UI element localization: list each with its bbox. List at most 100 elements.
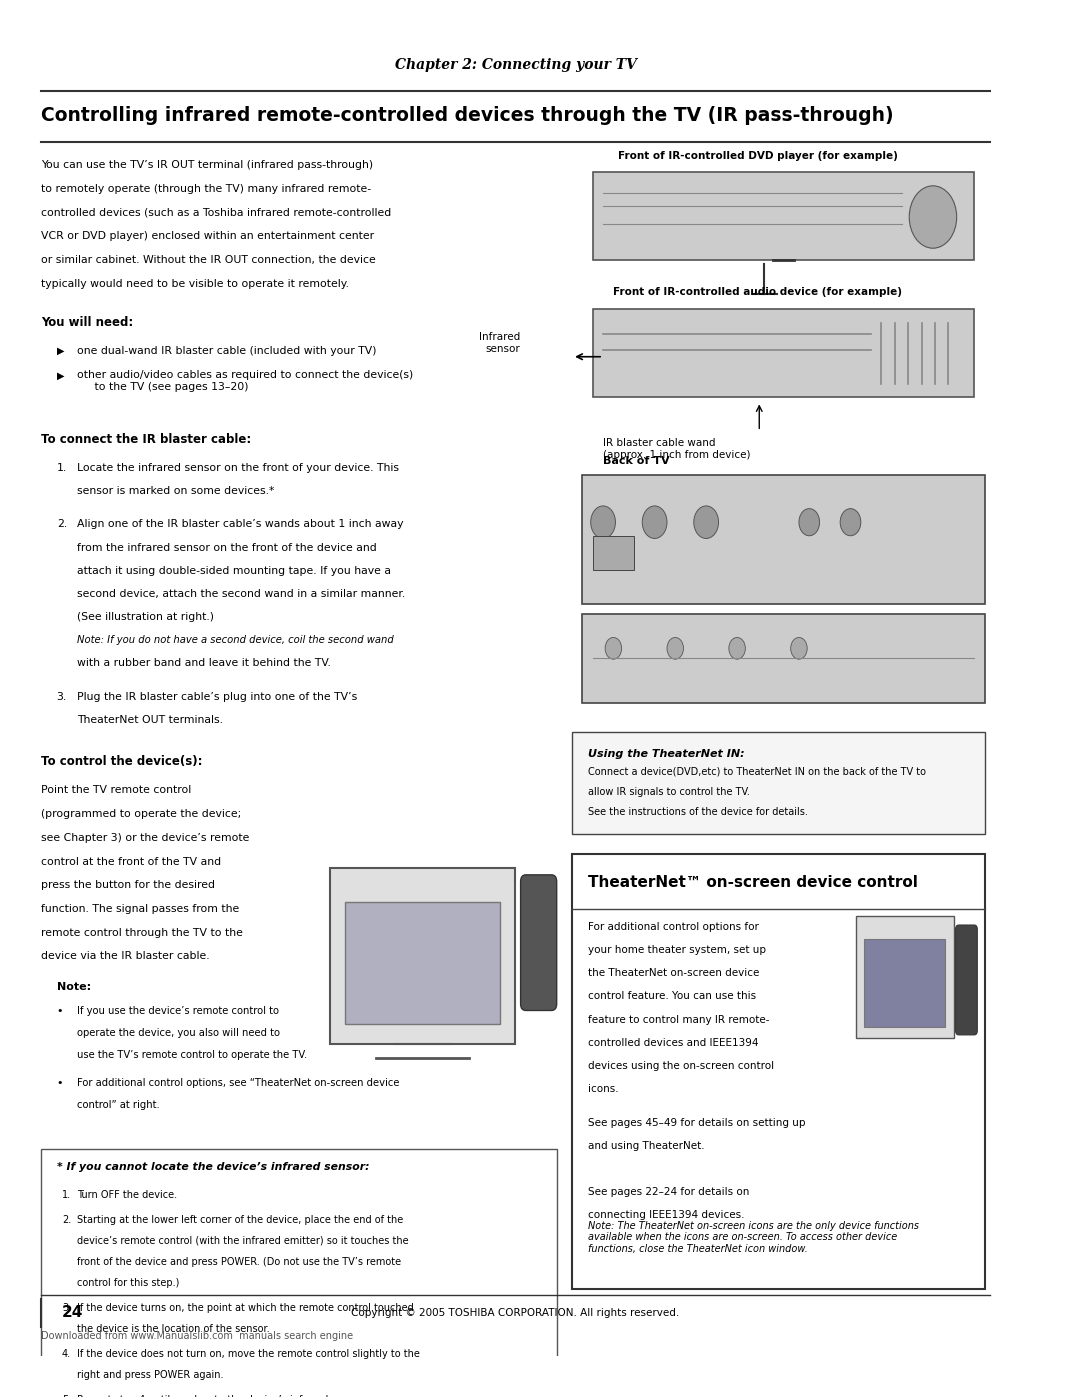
Text: See the instructions of the device for details.: See the instructions of the device for d… bbox=[588, 807, 808, 817]
Text: Starting at the lower left corner of the device, place the end of the: Starting at the lower left corner of the… bbox=[78, 1214, 404, 1225]
FancyBboxPatch shape bbox=[521, 875, 556, 1010]
Text: 3.: 3. bbox=[62, 1303, 71, 1313]
FancyBboxPatch shape bbox=[329, 868, 515, 1045]
Text: For additional control options for: For additional control options for bbox=[588, 922, 758, 932]
Text: or similar cabinet. Without the IR OUT connection, the device: or similar cabinet. Without the IR OUT c… bbox=[41, 256, 376, 265]
Text: one dual-wand IR blaster cable (included with your TV): one dual-wand IR blaster cable (included… bbox=[78, 346, 377, 356]
Text: icons.: icons. bbox=[588, 1084, 618, 1094]
Text: Point the TV remote control: Point the TV remote control bbox=[41, 785, 191, 795]
Text: devices using the on-screen control: devices using the on-screen control bbox=[588, 1060, 773, 1070]
Text: from the infrared sensor on the front of the device and: from the infrared sensor on the front of… bbox=[78, 542, 377, 553]
Text: IR blaster cable wand
(approx. 1 inch from device): IR blaster cable wand (approx. 1 inch fr… bbox=[603, 439, 751, 460]
Text: control” at right.: control” at right. bbox=[78, 1099, 160, 1111]
Text: and using TheaterNet.: and using TheaterNet. bbox=[588, 1141, 704, 1151]
Text: control feature. You can use this: control feature. You can use this bbox=[588, 992, 756, 1002]
Text: Note: If you do not have a second device, coil the second wand: Note: If you do not have a second device… bbox=[78, 634, 394, 645]
Text: see Chapter 3) or the device’s remote: see Chapter 3) or the device’s remote bbox=[41, 833, 249, 842]
Text: operate the device, you also will need to: operate the device, you also will need t… bbox=[78, 1028, 281, 1038]
Text: TheaterNet OUT terminals.: TheaterNet OUT terminals. bbox=[78, 715, 224, 725]
Text: To control the device(s):: To control the device(s): bbox=[41, 756, 203, 768]
Text: allow IR signals to control the TV.: allow IR signals to control the TV. bbox=[588, 787, 750, 796]
Text: Turn OFF the device.: Turn OFF the device. bbox=[78, 1189, 177, 1200]
Text: For additional control options, see “TheaterNet on-screen device: For additional control options, see “The… bbox=[78, 1078, 400, 1088]
FancyBboxPatch shape bbox=[593, 536, 634, 570]
FancyBboxPatch shape bbox=[582, 615, 985, 703]
Text: control at the front of the TV and: control at the front of the TV and bbox=[41, 856, 221, 866]
FancyBboxPatch shape bbox=[864, 939, 945, 1027]
Text: function. The signal passes from the: function. The signal passes from the bbox=[41, 904, 240, 914]
Text: VCR or DVD player) enclosed within an entertainment center: VCR or DVD player) enclosed within an en… bbox=[41, 232, 375, 242]
Text: Using the TheaterNet IN:: Using the TheaterNet IN: bbox=[588, 749, 744, 759]
Text: (programmed to operate the device;: (programmed to operate the device; bbox=[41, 809, 242, 819]
Text: use the TV’s remote control to operate the TV.: use the TV’s remote control to operate t… bbox=[78, 1049, 308, 1060]
Text: 1.: 1. bbox=[62, 1189, 71, 1200]
FancyBboxPatch shape bbox=[956, 925, 977, 1035]
Text: 24: 24 bbox=[62, 1305, 83, 1320]
Text: other audio/video cables as required to connect the device(s)
     to the TV (se: other audio/video cables as required to … bbox=[78, 370, 414, 393]
FancyBboxPatch shape bbox=[41, 1148, 556, 1386]
Text: typically would need to be visible to operate it remotely.: typically would need to be visible to op… bbox=[41, 279, 349, 289]
Text: ▶: ▶ bbox=[56, 370, 64, 380]
Text: device via the IR blaster cable.: device via the IR blaster cable. bbox=[41, 951, 210, 961]
Text: See pages 22–24 for details on: See pages 22–24 for details on bbox=[588, 1187, 750, 1197]
FancyBboxPatch shape bbox=[593, 309, 974, 397]
Text: feature to control many IR remote-: feature to control many IR remote- bbox=[588, 1014, 769, 1024]
Text: 3.: 3. bbox=[56, 692, 67, 701]
Text: control for this step.): control for this step.) bbox=[78, 1278, 179, 1288]
Text: 4.: 4. bbox=[62, 1350, 71, 1359]
Text: 5.: 5. bbox=[62, 1396, 71, 1397]
Text: front of the device and press POWER. (Do not use the TV’s remote: front of the device and press POWER. (Do… bbox=[78, 1257, 402, 1267]
Text: Copyright © 2005 TOSHIBA CORPORATION. All rights reserved.: Copyright © 2005 TOSHIBA CORPORATION. Al… bbox=[351, 1308, 679, 1317]
Text: Locate the infrared sensor on the front of your device. This: Locate the infrared sensor on the front … bbox=[78, 462, 400, 472]
Text: If you use the device’s remote control to: If you use the device’s remote control t… bbox=[78, 1006, 280, 1017]
Text: attach it using double-sided mounting tape. If you have a: attach it using double-sided mounting ta… bbox=[78, 566, 391, 576]
FancyBboxPatch shape bbox=[582, 475, 985, 604]
Text: •: • bbox=[56, 1006, 64, 1017]
FancyBboxPatch shape bbox=[593, 172, 974, 260]
Circle shape bbox=[643, 506, 667, 538]
Text: controlled devices and IEEE1394: controlled devices and IEEE1394 bbox=[588, 1038, 758, 1048]
Text: (See illustration at right.): (See illustration at right.) bbox=[78, 612, 214, 622]
Text: ▶: ▶ bbox=[56, 346, 64, 356]
Text: You will need:: You will need: bbox=[41, 316, 134, 330]
Text: Chapter 2: Connecting your TV: Chapter 2: Connecting your TV bbox=[394, 59, 636, 73]
Text: right and press POWER again.: right and press POWER again. bbox=[78, 1370, 224, 1380]
Text: controlled devices (such as a Toshiba infrared remote-controlled: controlled devices (such as a Toshiba in… bbox=[41, 208, 391, 218]
Text: 1.: 1. bbox=[56, 462, 67, 472]
Text: your home theater system, set up: your home theater system, set up bbox=[588, 946, 766, 956]
Text: See pages 45–49 for details on setting up: See pages 45–49 for details on setting u… bbox=[588, 1118, 805, 1127]
Circle shape bbox=[667, 637, 684, 659]
Text: If the device turns on, the point at which the remote control touched: If the device turns on, the point at whi… bbox=[78, 1303, 414, 1313]
Text: To connect the IR blaster cable:: To connect the IR blaster cable: bbox=[41, 433, 252, 446]
Text: with a rubber band and leave it behind the TV.: with a rubber band and leave it behind t… bbox=[78, 658, 332, 668]
Circle shape bbox=[605, 637, 622, 659]
Text: Front of IR-controlled audio device (for example): Front of IR-controlled audio device (for… bbox=[613, 286, 902, 296]
Text: the device is the location of the sensor.: the device is the location of the sensor… bbox=[78, 1324, 270, 1334]
Circle shape bbox=[791, 637, 807, 659]
Text: Note:: Note: bbox=[56, 982, 91, 992]
Text: You can use the TV’s IR OUT terminal (infrared pass-through): You can use the TV’s IR OUT terminal (in… bbox=[41, 161, 374, 170]
Text: Back of TV: Back of TV bbox=[603, 457, 670, 467]
Circle shape bbox=[591, 506, 616, 538]
Text: 2.: 2. bbox=[62, 1214, 71, 1225]
Text: •: • bbox=[56, 1078, 64, 1088]
Text: * If you cannot locate the device’s infrared sensor:: * If you cannot locate the device’s infr… bbox=[56, 1162, 369, 1172]
Text: Downloaded from www.Manualslib.com  manuals search engine: Downloaded from www.Manualslib.com manua… bbox=[41, 1331, 353, 1341]
Text: sensor is marked on some devices.*: sensor is marked on some devices.* bbox=[78, 486, 274, 496]
Text: device’s remote control (with the infrared emitter) so it touches the: device’s remote control (with the infrar… bbox=[78, 1235, 409, 1246]
Text: Note: The TheaterNet on-screen icons are the only device functions
available whe: Note: The TheaterNet on-screen icons are… bbox=[588, 1221, 919, 1255]
Text: Repeat step 4 until you locate the device’s infrared sensor.: Repeat step 4 until you locate the devic… bbox=[78, 1396, 366, 1397]
FancyBboxPatch shape bbox=[572, 855, 985, 1288]
Text: to remotely operate (through the TV) many infrared remote-: to remotely operate (through the TV) man… bbox=[41, 184, 372, 194]
Text: If the device does not turn on, move the remote control slightly to the: If the device does not turn on, move the… bbox=[78, 1350, 420, 1359]
Circle shape bbox=[840, 509, 861, 536]
Text: second device, attach the second wand in a similar manner.: second device, attach the second wand in… bbox=[78, 588, 406, 599]
Text: remote control through the TV to the: remote control through the TV to the bbox=[41, 928, 243, 937]
Text: Controlling infrared remote-controlled devices through the TV (IR pass-through): Controlling infrared remote-controlled d… bbox=[41, 106, 894, 124]
Text: press the button for the desired: press the button for the desired bbox=[41, 880, 215, 890]
Circle shape bbox=[909, 186, 957, 249]
Text: Plug the IR blaster cable’s plug into one of the TV’s: Plug the IR blaster cable’s plug into on… bbox=[78, 692, 357, 701]
Text: Infrared
sensor: Infrared sensor bbox=[480, 332, 521, 353]
Text: Front of IR-controlled DVD player (for example): Front of IR-controlled DVD player (for e… bbox=[618, 151, 897, 161]
Circle shape bbox=[693, 506, 718, 538]
